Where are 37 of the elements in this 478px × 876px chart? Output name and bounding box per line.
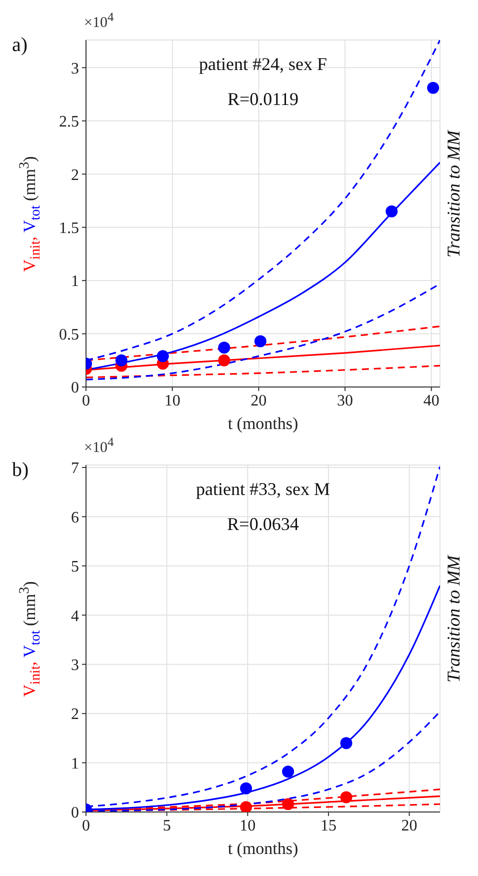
y-tick-label: 2 [71, 706, 79, 724]
x-axis-title: t (months) [228, 839, 298, 858]
y-tick-label: 4 [71, 608, 79, 625]
y-tick-label: 0 [71, 380, 79, 397]
x-tick-label: 20 [250, 392, 267, 410]
y-tick-label: 3 [71, 657, 79, 674]
text: b) [12, 459, 29, 481]
text: ×10$^{4}$ [84, 10, 114, 31]
x-tick-label: 0 [82, 392, 90, 410]
y-tick-label: 2.5 [59, 114, 79, 131]
text: Transition to MM [444, 130, 464, 258]
text: R=0.0119 [228, 89, 298, 109]
y-tick-label: 5 [71, 558, 79, 576]
y-tick-label: 3 [71, 60, 79, 78]
text: ×10$^{4}$ [84, 435, 114, 456]
y-tick-label: 7 [71, 460, 79, 478]
y-tick-label: 6 [71, 509, 79, 526]
y-tick-label: 0.5 [59, 326, 79, 344]
x-tick-label: 0 [82, 817, 90, 834]
text: patient #33, sex M [196, 479, 330, 499]
text: patient #24, sex F [199, 54, 327, 74]
x-tick-label: 30 [337, 392, 354, 410]
x-tick-label: 10 [164, 392, 180, 410]
y-tick-label: 1 [71, 755, 79, 772]
y-tick-label: 1 [71, 273, 79, 290]
y-tick-label: 0 [71, 804, 79, 822]
x-tick-label: 10 [240, 817, 256, 834]
x-tick-label: 20 [401, 817, 418, 834]
x-tick-label: 5 [162, 817, 171, 834]
text: a) [12, 34, 28, 56]
x-tick-label: 15 [320, 817, 336, 834]
x-tick-label: 40 [423, 392, 440, 410]
text: Transition to MM [444, 554, 464, 682]
x-axis-title: t (months) [228, 414, 298, 433]
y-tick-label: 1.5 [59, 220, 79, 238]
text: R=0.0634 [227, 514, 299, 534]
y-tick-label: 2 [71, 166, 79, 184]
